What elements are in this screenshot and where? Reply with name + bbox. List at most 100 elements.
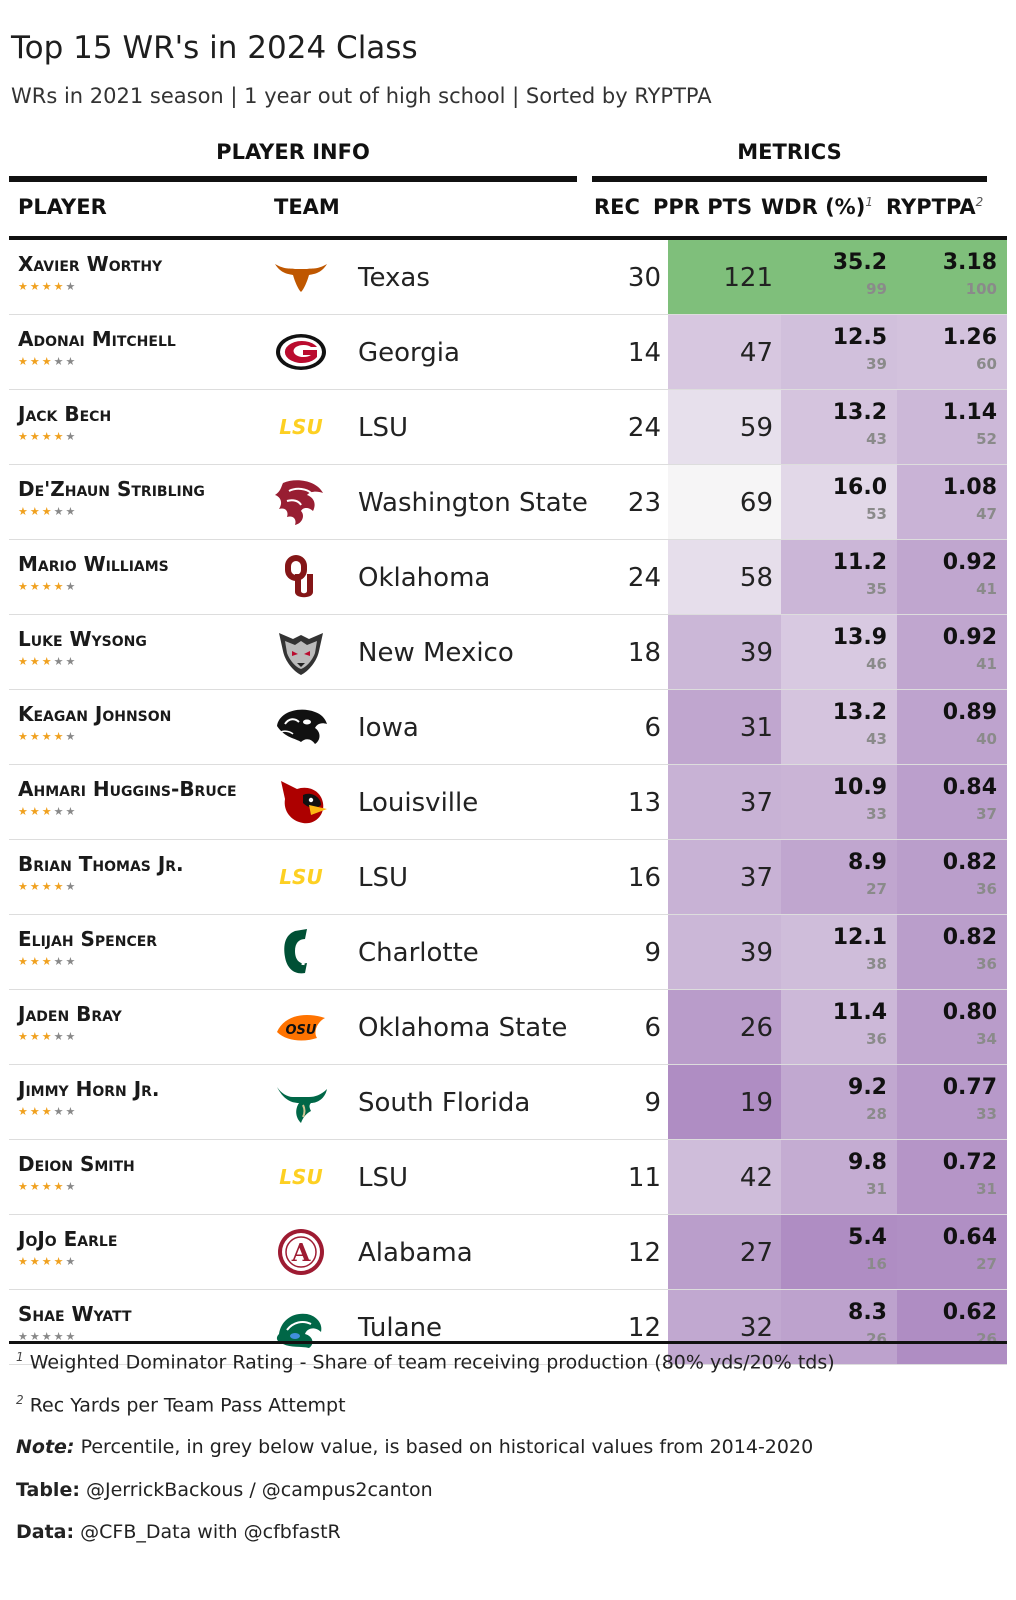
ryptpa-cell: 0.92 41 bbox=[897, 540, 1007, 614]
table-row: Brian Thomas Jr. ★★★★★ LSU LSU 16 37 8.9 27 0.82… bbox=[9, 840, 1007, 915]
spanner-player-info: PLAYER INFO bbox=[216, 140, 370, 164]
ppr-cell: 39 bbox=[668, 615, 781, 689]
table-row: Ahmari Huggins-Bruce ★★★★★ Louisville 13 37 1… bbox=[9, 765, 1007, 840]
star-empty-icon: ★ bbox=[18, 1330, 30, 1343]
iowa-hawkeye-logo bbox=[273, 702, 329, 752]
wdr-cell: 12.5 39 bbox=[781, 315, 897, 389]
table-row: Keagan Johnson ★★★★★ Iowa 6 31 13.2 43 0.89 40 bbox=[9, 690, 1007, 765]
ppr-cell: 37 bbox=[668, 840, 781, 914]
ryptpa-value: 1.26 bbox=[942, 325, 997, 350]
star-filled-icon: ★ bbox=[53, 430, 66, 443]
recruit-stars: ★★★★★ bbox=[18, 430, 77, 443]
ppr-cell: 42 bbox=[668, 1140, 781, 1214]
player-name: Keagan Johnson bbox=[18, 702, 172, 726]
spanner-player-info-rule bbox=[9, 176, 577, 182]
team-name: Georgia bbox=[358, 338, 460, 368]
wdr-cell: 12.1 38 bbox=[781, 915, 897, 989]
recruit-stars: ★★★★★ bbox=[18, 355, 77, 368]
ryptpa-percentile: 37 bbox=[976, 805, 997, 823]
ppr-value: 32 bbox=[739, 1313, 773, 1343]
team-name: Iowa bbox=[358, 713, 419, 743]
ppr-value: 27 bbox=[739, 1238, 773, 1268]
team-name: Tulane bbox=[358, 1313, 443, 1343]
wdr-value: 35.2 bbox=[832, 250, 887, 275]
ppr-value: 37 bbox=[739, 788, 773, 818]
star-filled-icon: ★ bbox=[41, 880, 54, 893]
table-row: Jaden Bray ★★★★★ OSU Oklahoma State 6 26 11.4 3… bbox=[9, 990, 1007, 1065]
star-filled-icon: ★ bbox=[18, 730, 30, 743]
rec-value: 11 bbox=[627, 1163, 661, 1193]
ryptpa-percentile: 33 bbox=[976, 1105, 997, 1123]
rec-value: 13 bbox=[627, 788, 661, 818]
wdr-cell: 13.9 46 bbox=[781, 615, 897, 689]
ppr-cell: 26 bbox=[668, 990, 781, 1064]
star-filled-icon: ★ bbox=[29, 1105, 42, 1118]
star-filled-icon: ★ bbox=[53, 730, 66, 743]
star-filled-icon: ★ bbox=[18, 955, 30, 968]
team-name: South Florida bbox=[358, 1088, 531, 1118]
ppr-value: 47 bbox=[739, 338, 773, 368]
ppr-value: 59 bbox=[739, 413, 773, 443]
recruit-stars: ★★★★★ bbox=[18, 880, 77, 893]
player-name: Mario Williams bbox=[18, 552, 169, 576]
footnote-1: 1 Weighted Dominator Rating - Share of t… bbox=[16, 1350, 835, 1374]
star-filled-icon: ★ bbox=[18, 430, 30, 443]
rec-value: 23 bbox=[627, 488, 661, 518]
wdr-cell: 11.2 35 bbox=[781, 540, 897, 614]
lsu-logo: LSU bbox=[273, 402, 329, 452]
wdr-cell: 35.2 99 bbox=[781, 240, 897, 314]
star-filled-icon: ★ bbox=[41, 355, 54, 368]
wdr-cell: 16.0 53 bbox=[781, 465, 897, 539]
star-empty-icon: ★ bbox=[53, 1105, 66, 1118]
lsu-logo: LSU bbox=[273, 1152, 329, 1202]
table-bottom-rule bbox=[9, 1341, 1007, 1344]
ryptpa-percentile: 36 bbox=[976, 955, 997, 973]
player-name: Ahmari Huggins-Bruce bbox=[18, 777, 237, 801]
team-name: Louisville bbox=[358, 788, 479, 818]
table-row: Jack Bech ★★★★★ LSU LSU 24 59 13.2 43 1.14 52 bbox=[9, 390, 1007, 465]
ryptpa-cell: 1.08 47 bbox=[897, 465, 1007, 539]
ppr-value: 39 bbox=[739, 938, 773, 968]
ppr-value: 31 bbox=[739, 713, 773, 743]
star-filled-icon: ★ bbox=[18, 1105, 30, 1118]
ryptpa-cell: 0.82 36 bbox=[897, 915, 1007, 989]
ryptpa-cell: 0.72 31 bbox=[897, 1140, 1007, 1214]
star-filled-icon: ★ bbox=[53, 580, 66, 593]
wdr-percentile: 35 bbox=[866, 580, 887, 598]
svg-text:LSU: LSU bbox=[279, 1165, 322, 1189]
team-name: LSU bbox=[358, 1163, 409, 1193]
team-name: New Mexico bbox=[358, 638, 514, 668]
recruit-stars: ★★★★★ bbox=[18, 1030, 77, 1043]
wdr-value: 12.1 bbox=[832, 925, 887, 950]
team-name: LSU bbox=[358, 413, 409, 443]
star-filled-icon: ★ bbox=[29, 505, 42, 518]
ppr-cell: 31 bbox=[668, 690, 781, 764]
south-florida-bull-logo bbox=[273, 1077, 329, 1127]
table-row: Jimmy Horn Jr. ★★★★★ South Florida 9 19 9.2 28… bbox=[9, 1065, 1007, 1140]
ryptpa-percentile: 31 bbox=[976, 1180, 997, 1198]
rec-value: 30 bbox=[627, 263, 661, 293]
ppr-cell: 19 bbox=[668, 1065, 781, 1139]
star-empty-icon: ★ bbox=[65, 505, 78, 518]
star-filled-icon: ★ bbox=[41, 1180, 54, 1193]
ryptpa-percentile: 40 bbox=[976, 730, 997, 748]
star-filled-icon: ★ bbox=[29, 880, 42, 893]
new-mexico-lobo-logo bbox=[273, 627, 329, 677]
star-filled-icon: ★ bbox=[18, 1180, 30, 1193]
table-row: Deion Smith ★★★★★ LSU LSU 11 42 9.8 31 0.72 31 bbox=[9, 1140, 1007, 1215]
player-name: Luke Wysong bbox=[18, 627, 147, 651]
ryptpa-percentile: 100 bbox=[965, 280, 997, 298]
star-empty-icon: ★ bbox=[65, 655, 78, 668]
washington-state-cougar-logo bbox=[273, 477, 329, 527]
star-empty-icon: ★ bbox=[53, 1030, 66, 1043]
column-header-player: PLAYER bbox=[18, 195, 107, 219]
ryptpa-cell: 1.14 52 bbox=[897, 390, 1007, 464]
recruit-stars: ★★★★★ bbox=[18, 1180, 77, 1193]
ryptpa-cell: 3.18 100 bbox=[897, 240, 1007, 314]
ppr-cell: 69 bbox=[668, 465, 781, 539]
star-filled-icon: ★ bbox=[41, 280, 54, 293]
ryptpa-percentile: 41 bbox=[976, 655, 997, 673]
team-name: Oklahoma bbox=[358, 563, 491, 593]
column-header-ppr: PPR PTS bbox=[653, 195, 753, 219]
star-filled-icon: ★ bbox=[29, 655, 42, 668]
